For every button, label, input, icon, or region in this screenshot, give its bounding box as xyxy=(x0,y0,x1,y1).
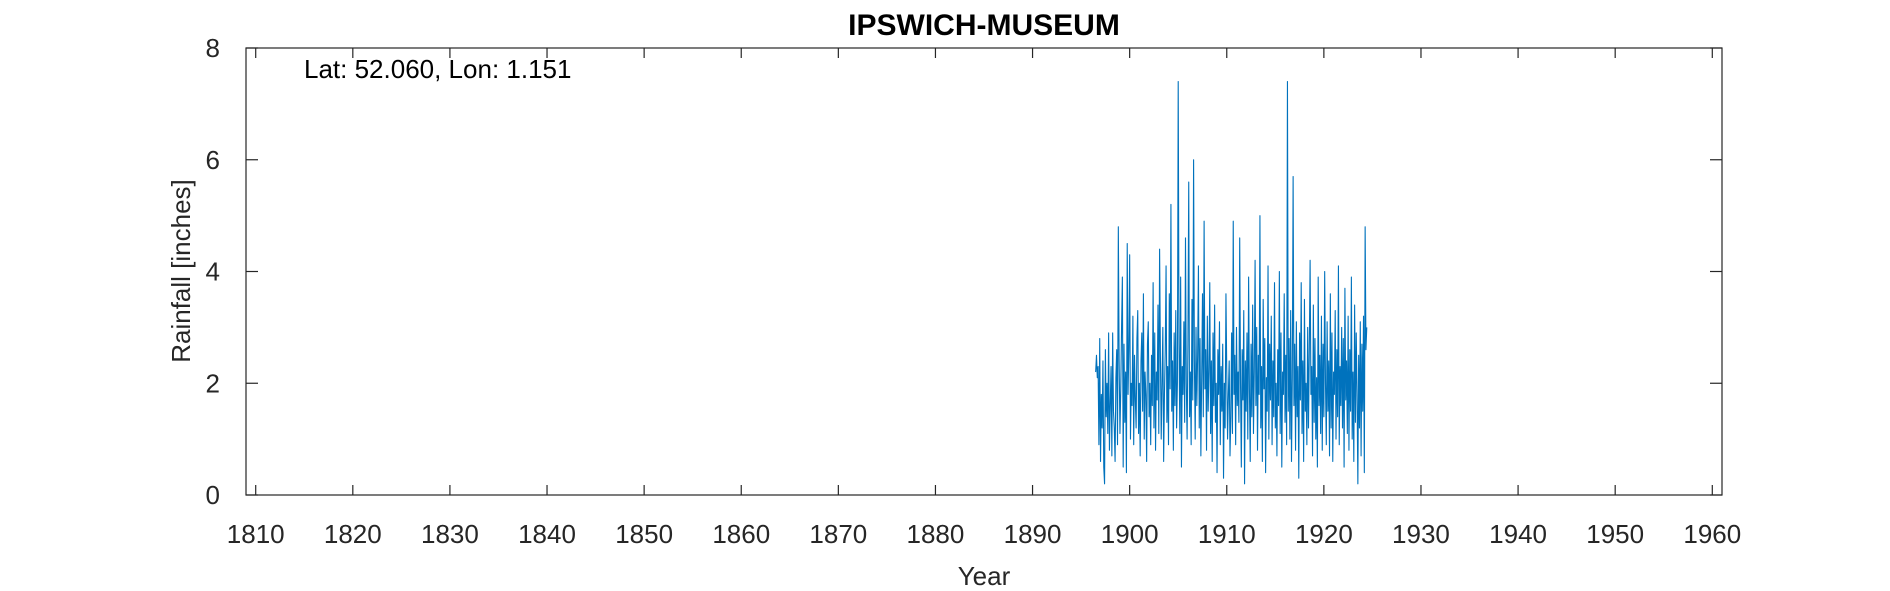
x-tick-label: 1900 xyxy=(1101,519,1159,549)
y-tick-label: 2 xyxy=(206,368,220,398)
y-tick-label: 6 xyxy=(206,145,220,175)
x-tick-label: 1890 xyxy=(1004,519,1062,549)
x-tick-label: 1950 xyxy=(1586,519,1644,549)
x-tick-label: 1850 xyxy=(615,519,673,549)
x-tick-label: 1820 xyxy=(324,519,382,549)
y-tick-label: 8 xyxy=(206,33,220,63)
x-tick-label: 1870 xyxy=(809,519,867,549)
x-tick-label: 1840 xyxy=(518,519,576,549)
y-axis-label: Rainfall [inches] xyxy=(166,179,196,363)
x-tick-label: 1830 xyxy=(421,519,479,549)
plot-background xyxy=(246,48,1722,495)
x-tick-label: 1930 xyxy=(1392,519,1450,549)
rainfall-series-line xyxy=(1095,80,1368,485)
x-tick-label: 1920 xyxy=(1295,519,1353,549)
y-tick-label: 0 xyxy=(206,480,220,510)
x-axis-label: Year xyxy=(958,561,1011,591)
x-axis-ticks: 1810 1820 1830 1840 1850 1860 1870 1880 1890 1900… xyxy=(227,48,1741,549)
axes-box xyxy=(245,47,1723,496)
x-tick-label: 1910 xyxy=(1198,519,1256,549)
x-tick-label: 1960 xyxy=(1683,519,1741,549)
chart-title: IPSWICH-MUSEUM xyxy=(848,9,1120,42)
x-tick-label: 1880 xyxy=(907,519,965,549)
y-tick-label: 4 xyxy=(206,257,220,287)
x-tick-label: 1940 xyxy=(1489,519,1547,549)
y-axis-ticks: 0 2 4 6 8 xyxy=(206,33,1722,510)
location-annotation: Lat: 52.060, Lon: 1.151 xyxy=(304,54,571,84)
x-tick-label: 1860 xyxy=(712,519,770,549)
plot-area xyxy=(1095,80,1368,485)
x-tick-label: 1810 xyxy=(227,519,285,549)
